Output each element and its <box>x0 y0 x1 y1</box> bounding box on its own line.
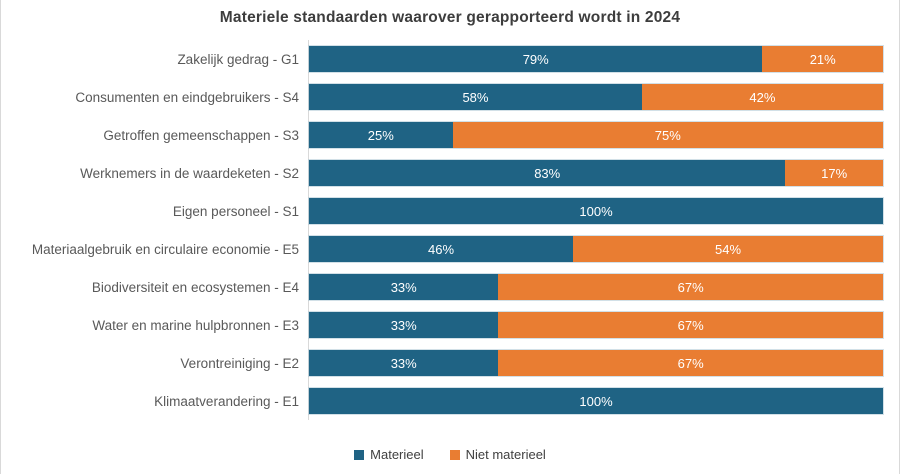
stacked-bar: 33% 67% <box>309 274 883 300</box>
bar-segment-niet-materieel: 67% <box>498 312 883 338</box>
segment-value-label: 33% <box>390 279 417 295</box>
bar-track: 33% 67% <box>308 268 883 306</box>
segment-value-label: 100% <box>579 203 613 219</box>
bar-track: 100% <box>308 382 883 420</box>
stacked-bar: 33% 67% <box>309 350 883 376</box>
stacked-bar: 100% <box>309 388 883 414</box>
segment-value-label: 67% <box>677 355 704 371</box>
bar-row: Zakelijk gedrag - G1 79% 21% <box>1 40 883 78</box>
category-label: Materiaalgebruik en circulaire economie … <box>31 241 299 257</box>
bar-row: Materiaalgebruik en circulaire economie … <box>1 230 883 268</box>
bar-row: Getroffen gemeenschappen - S3 25% 75% <box>1 116 883 154</box>
category-label: Klimaatverandering - E1 <box>154 393 299 409</box>
bar-track: 83% 17% <box>308 154 883 192</box>
bar-row: Eigen personeel - S1 100% <box>1 192 883 230</box>
stacked-bar: 100% <box>309 198 883 224</box>
stacked-bar: 58% 42% <box>309 84 883 110</box>
bar-track: 46% 54% <box>308 230 883 268</box>
bar-segment-materieel: 33% <box>309 350 499 376</box>
segment-value-label: 17% <box>821 165 848 181</box>
bar-row: Verontreiniging - E2 33% 67% <box>1 344 883 382</box>
segment-value-label: 58% <box>462 89 489 105</box>
bar-segment-niet-materieel: 21% <box>762 46 883 72</box>
bar-segment-materieel: 83% <box>309 160 786 186</box>
niet-materieel-swatch-icon <box>449 449 460 460</box>
bar-segment-materieel: 25% <box>309 122 453 148</box>
bar-track: 25% 75% <box>308 116 883 154</box>
segment-value-label: 67% <box>677 279 704 295</box>
materieel-swatch-icon <box>354 449 365 460</box>
bar-track: 79% 21% <box>308 40 883 78</box>
chart-legend: Materieel Niet materieel <box>1 447 899 462</box>
bar-segment-niet-materieel: 42% <box>641 84 883 110</box>
bar-segment-niet-materieel: 67% <box>498 274 883 300</box>
category-label: Consumenten en eindgebruikers - S4 <box>75 89 299 105</box>
bar-row: Consumenten en eindgebruikers - S4 58% 42% <box>1 78 883 116</box>
legend-item-materieel: Materieel <box>354 447 424 462</box>
segment-value-label: 79% <box>522 51 549 67</box>
stacked-bar: 25% 75% <box>309 122 883 148</box>
segment-value-label: 25% <box>367 127 394 143</box>
bar-track: 58% 42% <box>308 78 883 116</box>
bar-rows: Zakelijk gedrag - G1 79% 21% Consumenten en… <box>1 40 883 420</box>
segment-value-label: 33% <box>390 355 417 371</box>
segment-value-label: 75% <box>654 127 681 143</box>
bar-segment-materieel: 58% <box>309 84 642 110</box>
category-label: Verontreiniging - E2 <box>180 355 299 371</box>
legend-label-materieel: Materieel <box>370 447 424 462</box>
bar-segment-niet-materieel: 54% <box>573 236 883 262</box>
segment-value-label: 33% <box>390 317 417 333</box>
segment-value-label: 83% <box>534 165 561 181</box>
segment-value-label: 21% <box>809 51 836 67</box>
bar-segment-materieel: 100% <box>309 198 883 224</box>
bar-segment-niet-materieel: 67% <box>498 350 883 376</box>
category-label: Getroffen gemeenschappen - S3 <box>103 127 299 143</box>
bar-segment-niet-materieel: 75% <box>452 122 883 148</box>
segment-value-label: 100% <box>579 393 613 409</box>
bar-segment-materieel: 46% <box>309 236 574 262</box>
bar-track: 100% <box>308 192 883 230</box>
stacked-bar: 83% 17% <box>309 160 883 186</box>
bar-row: Werknemers in de waardeketen - S2 83% 17% <box>1 154 883 192</box>
segment-value-label: 46% <box>428 241 455 257</box>
segment-value-label: 42% <box>749 89 776 105</box>
chart-title: Materiele standaarden waarover gerapport… <box>219 9 681 26</box>
stacked-bar: 46% 54% <box>309 236 883 262</box>
segment-value-label: 54% <box>714 241 742 257</box>
bar-row: Klimaatverandering - E1 100% <box>1 382 883 420</box>
bar-segment-materieel: 33% <box>309 274 499 300</box>
stacked-bar: 33% 67% <box>309 312 883 338</box>
legend-item-niet-materieel: Niet materieel <box>449 447 546 462</box>
legend-label-niet-materieel: Niet materieel <box>465 447 546 462</box>
bar-row: Biodiversiteit en ecosystemen - E4 33% 67% <box>1 268 883 306</box>
category-label: Water en marine hulpbronnen - E3 <box>92 317 299 333</box>
bar-segment-materieel: 33% <box>309 312 499 338</box>
stacked-bar: 79% 21% <box>309 46 883 72</box>
segment-value-label: 67% <box>677 317 704 333</box>
bar-segment-materieel: 79% <box>309 46 763 72</box>
category-label: Zakelijk gedrag - G1 <box>177 51 299 67</box>
bar-segment-niet-materieel: 17% <box>785 160 883 186</box>
bar-segment-materieel: 100% <box>309 388 883 414</box>
category-label: Biodiversiteit en ecosystemen - E4 <box>91 279 299 295</box>
category-label: Eigen personeel - S1 <box>172 203 299 219</box>
bar-track: 33% 67% <box>308 344 883 382</box>
bar-track: 33% 67% <box>308 306 883 344</box>
bar-row: Water en marine hulpbronnen - E3 33% 67% <box>1 306 883 344</box>
category-label: Werknemers in de waardeketen - S2 <box>80 165 299 181</box>
